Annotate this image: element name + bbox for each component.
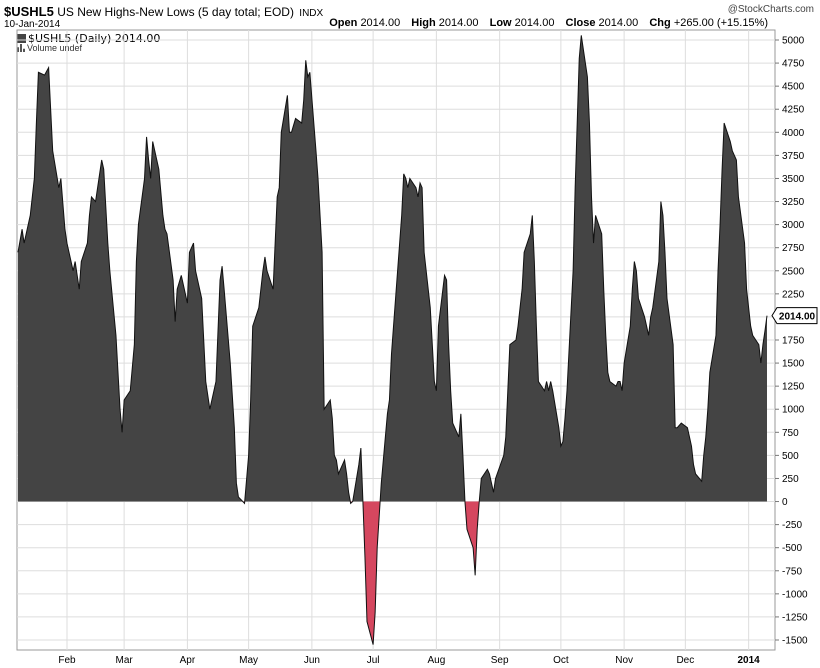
- series-area-positive: [18, 35, 767, 502]
- series-legend-label: $USHL5 (Daily) 2014.00: [28, 32, 161, 45]
- y-tick-label: 3000: [782, 220, 805, 231]
- series-swatch-icon: [17, 34, 26, 43]
- chart-date: 10-Jan-2014: [4, 19, 61, 30]
- volume-legend-label: Volume undef: [27, 43, 83, 53]
- last-value-label: 2014.00: [779, 312, 816, 323]
- y-tick-label: 2500: [782, 266, 805, 277]
- x-tick-label: Nov: [615, 655, 633, 666]
- last-value-tag: [771, 307, 818, 325]
- y-tick-label: 4250: [782, 105, 805, 116]
- y-tick-label: 750: [782, 428, 799, 439]
- chart-title: $USHL5 US New Highs-New Lows (5 day tota…: [4, 4, 323, 19]
- series-line: [17, 35, 768, 645]
- y-tick-label: -1000: [782, 589, 808, 600]
- y-tick-label: 1000: [782, 405, 805, 416]
- y-tick-label: -500: [782, 543, 802, 554]
- x-tick-label: Mar: [116, 655, 134, 666]
- x-tick-label: Sep: [491, 655, 509, 666]
- y-tick-label: 3750: [782, 151, 805, 162]
- y-tick-label: -1500: [782, 636, 808, 647]
- x-tick-label: 2014: [738, 655, 761, 666]
- y-tick-label: -750: [782, 566, 802, 577]
- y-tick-label: 4000: [782, 128, 805, 139]
- x-tick-label: Jul: [367, 655, 380, 666]
- ohlc-open: Open 2014.00: [329, 17, 401, 29]
- exchange: INDX: [299, 8, 324, 19]
- x-tick-label: Oct: [553, 655, 569, 666]
- y-tick-label: 1250: [782, 382, 805, 393]
- volume-bars-icon: [17, 44, 25, 52]
- ohlc-low: Low 2014.00: [489, 17, 555, 29]
- y-tick-label: 1750: [782, 336, 805, 347]
- series-legend: $USHL5 (Daily) 2014.00: [17, 32, 160, 45]
- y-tick-label: 3500: [782, 174, 805, 185]
- x-tick-label: Apr: [180, 655, 196, 666]
- y-tick-label: 2250: [782, 289, 805, 300]
- ohlc-high: High 2014.00: [411, 17, 479, 29]
- x-tick-label: Aug: [427, 655, 445, 666]
- description: US New Highs-New Lows (5 day total; EOD): [57, 5, 294, 19]
- y-tick-label: 250: [782, 474, 799, 485]
- y-tick-label: -250: [782, 520, 802, 531]
- y-tick-label: 500: [782, 451, 799, 462]
- x-tick-label: May: [239, 655, 258, 666]
- symbol: $USHL5: [4, 4, 54, 19]
- ohlc-close: Close 2014.00: [565, 17, 639, 29]
- y-tick-label: 2750: [782, 243, 805, 254]
- y-tick-label: 0: [782, 497, 788, 508]
- y-tick-label: 4500: [782, 82, 805, 93]
- volume-legend: Volume undef: [17, 43, 82, 53]
- x-tick-label: Jun: [304, 655, 320, 666]
- y-tick-label: 3250: [782, 197, 805, 208]
- ohlc-change: Chg +265.00 (+15.15%): [649, 17, 768, 29]
- y-tick-label: 5000: [782, 36, 805, 47]
- x-tick-label: Dec: [676, 655, 694, 666]
- y-tick-label: 1500: [782, 359, 805, 370]
- ohlc-readout: Open 2014.00 High 2014.00 Low 2014.00 Cl…: [321, 17, 768, 29]
- x-tick-label: Feb: [58, 655, 76, 666]
- y-tick-label: -1250: [782, 612, 808, 623]
- y-tick-label: 4750: [782, 59, 805, 70]
- credit-link[interactable]: @StockCharts.com: [727, 4, 814, 15]
